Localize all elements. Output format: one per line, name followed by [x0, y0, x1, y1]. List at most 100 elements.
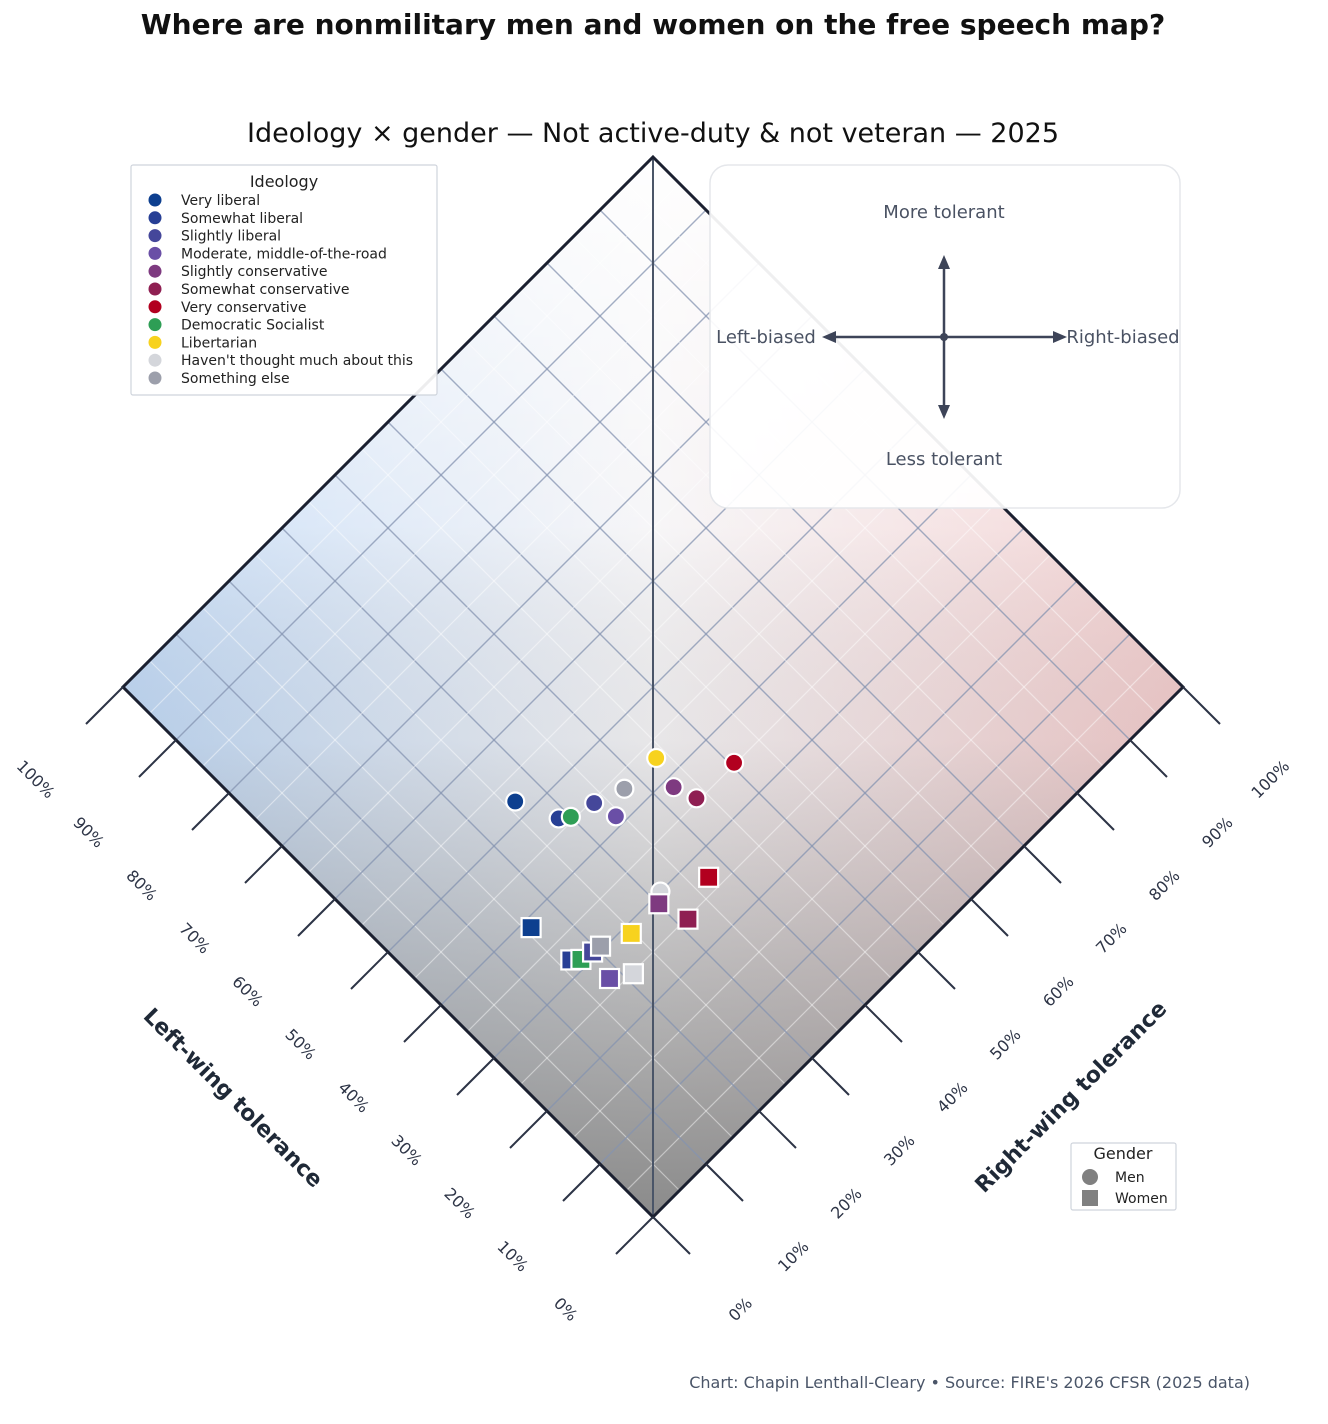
legend-label: Somewhat conservative [181, 282, 350, 298]
right-axis-tick-label: 20% [827, 1184, 866, 1223]
point-women-very-conservative [698, 866, 720, 888]
legend-marker [148, 211, 162, 225]
grid-line [546, 262, 1078, 794]
left-axis-tick-label: 90% [69, 813, 108, 852]
grid-line [175, 209, 707, 741]
legend-marker [148, 371, 162, 385]
left-axis-tick-label: 80% [122, 866, 161, 905]
right-axis-tick-label: 90% [1198, 813, 1237, 852]
grid-line [467, 342, 998, 873]
chart-credit: Chart: Chapin Lenthall-Cleary • Source: … [689, 1373, 1250, 1392]
right-axis-tick-label: 40% [933, 1078, 972, 1117]
legend-marker [148, 318, 162, 332]
legend-label: Something else [181, 371, 290, 387]
point-men-something-else [614, 778, 635, 799]
left-axis-tick [350, 951, 389, 990]
left-axis-tick [297, 898, 336, 937]
ideology-legend-box [130, 164, 438, 396]
left-axis-tick [509, 1110, 548, 1149]
arrow-down-icon [938, 405, 950, 419]
left-axis-tick [244, 845, 283, 884]
legend-marker [148, 246, 162, 260]
point-women-libertarian [620, 922, 642, 945]
legend-label: Slightly liberal [181, 229, 281, 245]
left-axis-tick [562, 1163, 601, 1202]
grid-line [520, 289, 1051, 820]
right-axis-tick [1076, 792, 1115, 831]
grid-line [228, 262, 760, 794]
legend-label: Moderate, middle-of-the-road [181, 246, 387, 262]
left-axis-tick-label: 30% [387, 1131, 426, 1170]
legend-marker [148, 335, 162, 349]
legend-marker [148, 353, 162, 367]
point-women-haven-t-thought-much-about-this [622, 963, 644, 985]
right-axis-tick [811, 1057, 850, 1096]
legend-label: Haven't thought much about this [181, 353, 413, 369]
left-axis-tick-label: 60% [228, 972, 267, 1011]
grid-line [440, 368, 972, 900]
point-men-slightly-conservative [663, 777, 684, 798]
women-legend-marker [1082, 1190, 1098, 1206]
point-men-very-liberal [505, 791, 526, 812]
point-women-moderate-middle-of-the-road [598, 967, 621, 990]
right-axis-tick-label: 50% [986, 1025, 1025, 1064]
gender-legend-title: Gender [1094, 1144, 1153, 1163]
right-axis-tick-label: 80% [1145, 866, 1184, 905]
legend-label: Very liberal [181, 193, 260, 209]
right-axis-tick-label: 0% [725, 1294, 756, 1325]
legend-label: Slightly conservative [181, 264, 327, 280]
left-axis-tick [138, 739, 177, 778]
left-axis-tick-label: 40% [334, 1078, 373, 1117]
right-axis-tick [864, 1004, 903, 1043]
legend-marker [148, 300, 162, 314]
point-men-democratic-socialist [560, 806, 581, 827]
point-women-somewhat-conservative [677, 908, 699, 930]
women-legend-label: Women [1115, 1191, 1168, 1207]
right-axis-tick-label: 60% [1039, 972, 1078, 1011]
point-women-slightly-conservative [648, 893, 670, 915]
right-axis-tick [1182, 686, 1221, 725]
legend-marker [148, 282, 162, 296]
arrow-up-icon [938, 255, 950, 269]
compass-left-label: Left-biased [716, 327, 816, 348]
left-axis-tick [403, 1004, 442, 1043]
left-axis-tick-label: 20% [440, 1184, 479, 1223]
left-axis-tick-label: 10% [493, 1237, 532, 1276]
left-axis-tick-label: 100% [13, 756, 59, 802]
point-men-somewhat-conservative [686, 788, 707, 809]
left-axis-tick-label: 0% [550, 1294, 581, 1325]
right-axis-tick [758, 1110, 797, 1149]
point-men-moderate-middle-of-the-road [605, 806, 627, 827]
grid-line [202, 236, 733, 767]
men-legend-label: Men [1115, 1170, 1145, 1186]
point-women-something-else [589, 935, 612, 957]
grid-line [493, 315, 1025, 847]
chart-subtitle: Ideology × gender — Not active-duty & no… [247, 118, 1059, 149]
ideology-legend-title: Ideology [250, 172, 318, 191]
right-axis-tick [1129, 739, 1168, 778]
compass-right-label: Right-biased [1066, 327, 1179, 348]
legend-label: Libertarian [181, 335, 257, 351]
legend-label: Very conservative [181, 300, 307, 316]
right-axis-tick [705, 1163, 744, 1202]
left-axis-tick-label: 50% [281, 1025, 320, 1064]
legend-label: Democratic Socialist [181, 318, 325, 334]
left-axis-tick-label: 70% [175, 919, 214, 958]
left-axis-tick [85, 686, 124, 725]
point-men-libertarian [646, 747, 667, 769]
compass-bottom-label: Less tolerant [886, 449, 1002, 470]
arrow-right-icon [1053, 331, 1067, 343]
grid-line [149, 183, 680, 714]
right-axis-tick [917, 951, 956, 990]
data-points [505, 747, 745, 990]
right-axis-tick-label: 100% [1247, 756, 1293, 802]
point-women-very-liberal [520, 917, 542, 939]
left-axis-tick [191, 792, 230, 831]
gender-legend: Gender Men Women [1070, 1142, 1177, 1211]
men-legend-marker [1082, 1169, 1098, 1185]
compass-panel: More tolerant Less tolerant Left-biased … [709, 164, 1181, 509]
right-axis-tick-label: 10% [774, 1237, 813, 1276]
right-axis-tick [652, 1216, 691, 1255]
legend-label: Somewhat liberal [181, 211, 303, 227]
